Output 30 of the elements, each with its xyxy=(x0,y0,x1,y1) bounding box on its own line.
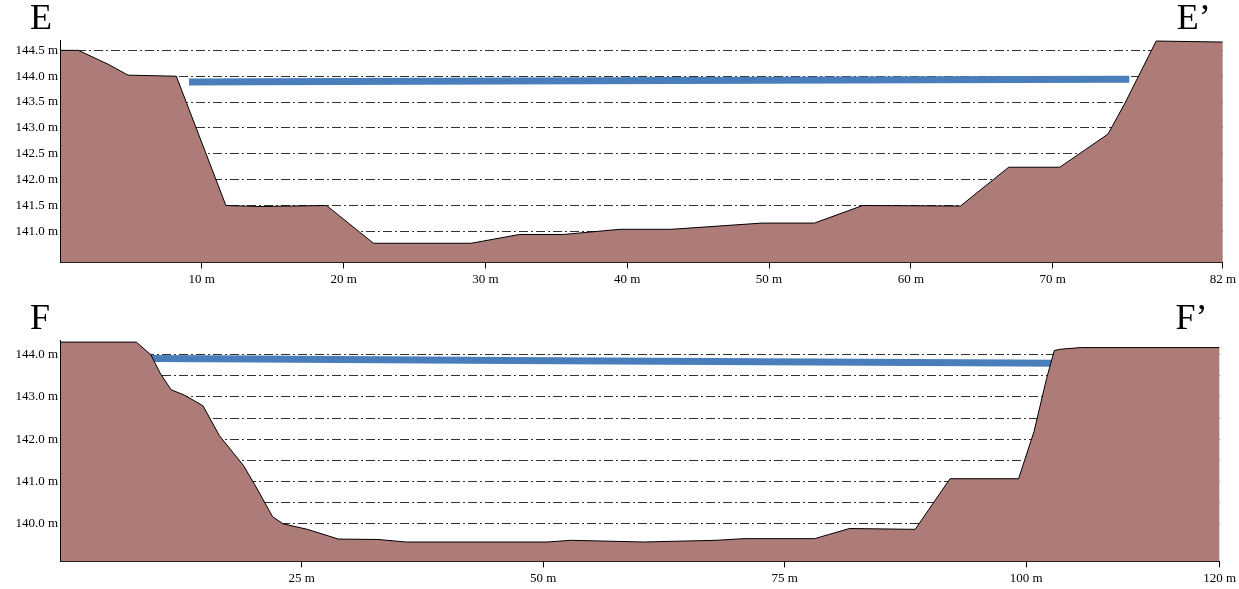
x-tick-label: 40 m xyxy=(614,270,641,286)
x-tick-label: 25 m xyxy=(288,569,315,585)
text: E’ xyxy=(1176,0,1211,38)
y-tick-label: 142.5 m xyxy=(15,145,58,161)
y-tick-label: 141.5 m xyxy=(15,196,58,212)
x-tick-label: 50 m xyxy=(529,569,557,585)
text: F’ xyxy=(1175,297,1208,338)
y-tick-label: 142.0 m xyxy=(15,430,58,446)
y-tick-label: 144.0 m xyxy=(15,346,58,362)
x-tick-label: 20 m xyxy=(330,270,357,286)
x-tick-label: 70 m xyxy=(1039,270,1066,286)
x-tick-label: 75 m xyxy=(771,569,798,585)
x-tick-label: 50 m xyxy=(755,270,783,286)
x-tick-label: 60 m xyxy=(897,270,925,286)
x-tick-label: 82 m xyxy=(1209,270,1237,286)
y-tick-label: 142.0 m xyxy=(15,171,58,187)
x-tick-label: 120 m xyxy=(1203,569,1237,585)
y-tick-label: 144.0 m xyxy=(15,67,58,83)
chart-title: E xyxy=(30,0,52,38)
y-tick-label: 141.0 m xyxy=(15,222,58,238)
y-tick-label: 144.5 m xyxy=(15,41,58,57)
y-tick-label: 143.0 m xyxy=(15,119,58,135)
y-tick-label: 143.5 m xyxy=(15,93,58,109)
x-tick-label: 10 m xyxy=(188,270,215,286)
x-tick-label: 30 m xyxy=(472,270,499,286)
chart-title: F xyxy=(30,297,51,338)
y-tick-label: 143.0 m xyxy=(15,388,58,404)
x-tick-label: 100 m xyxy=(1009,569,1043,585)
y-tick-label: 141.0 m xyxy=(15,472,58,488)
y-tick-label: 140.0 m xyxy=(15,514,58,530)
